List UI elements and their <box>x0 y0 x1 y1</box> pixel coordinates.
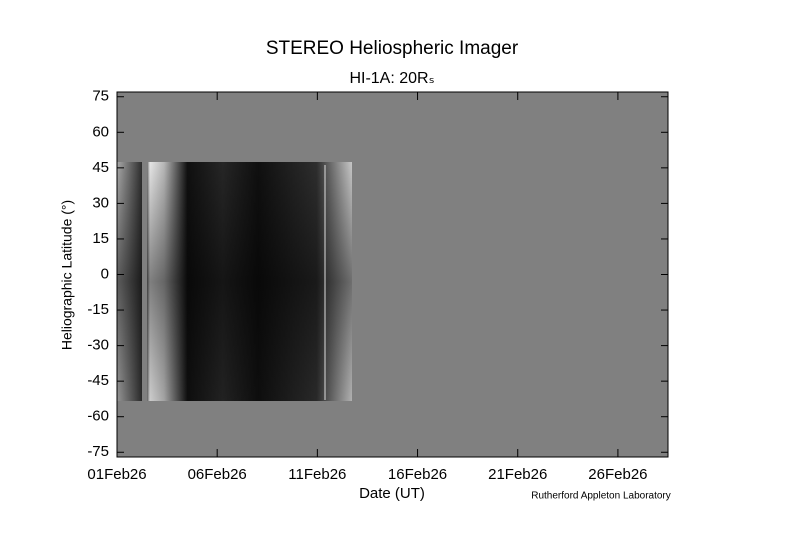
y-tick-label: -30 <box>87 337 109 354</box>
x-tick-label: 26Feb26 <box>588 466 647 483</box>
y-tick-label: 0 <box>101 265 109 282</box>
y-tick-label: 75 <box>92 88 109 105</box>
chart-subtitle: HI-1A: 20Rₛ <box>349 70 434 87</box>
y-tick-label: -45 <box>87 372 109 389</box>
chart-title: STEREO Heliospheric Imager <box>266 38 519 59</box>
x-axis-label: Date (UT) <box>359 485 425 502</box>
y-tick-label: 45 <box>92 159 109 176</box>
credit: Rutherford Appleton Laboratory <box>531 491 671 502</box>
y-tick-label: 60 <box>92 123 109 140</box>
y-tick-label: 30 <box>92 194 109 211</box>
x-tick-label: 21Feb26 <box>488 466 547 483</box>
x-tick-label: 06Feb26 <box>188 466 247 483</box>
x-tick-label: 01Feb26 <box>87 466 146 483</box>
y-tick-label: -15 <box>87 301 109 318</box>
y-tick-label: -60 <box>87 408 109 425</box>
y-axis-label: Heliographic Latitude (°) <box>59 200 75 350</box>
y-tick-label: -75 <box>87 443 109 460</box>
x-tick-label: 16Feb26 <box>388 466 447 483</box>
x-tick-label: 11Feb26 <box>288 466 346 483</box>
image-data <box>117 92 668 407</box>
y-tick-label: 15 <box>92 230 109 247</box>
